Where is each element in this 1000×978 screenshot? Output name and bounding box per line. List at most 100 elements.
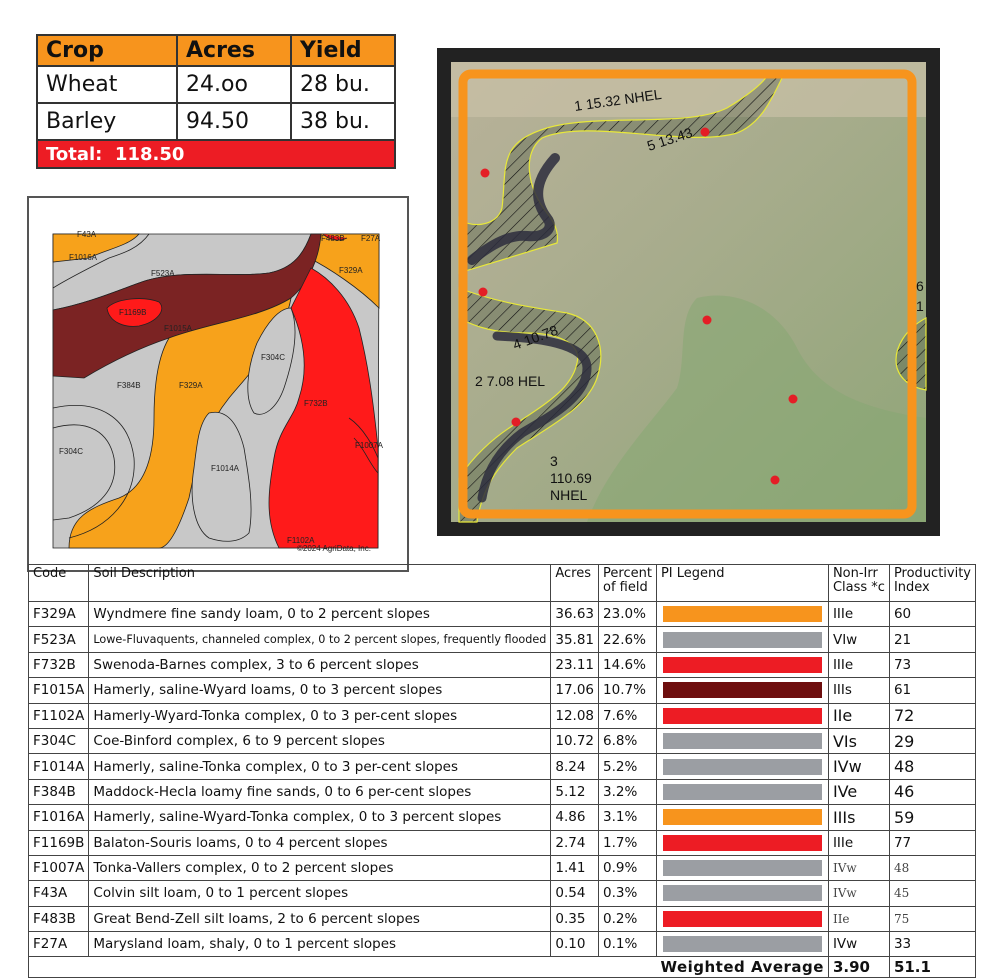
soil-acres: 10.72 — [550, 727, 600, 755]
pi-color-swatch — [662, 783, 822, 800]
map-copyright: ©2024 AgriData, Inc. — [297, 544, 371, 553]
pi-color-swatch — [662, 682, 822, 699]
soil-percent: 14.6% — [598, 651, 657, 679]
pi-color-swatch — [662, 936, 822, 953]
soil-productivity-index: 73 — [888, 651, 977, 679]
sample-point — [478, 287, 488, 297]
soil-class: IVw — [827, 880, 890, 907]
soil-row: F1169B Balaton-Souris loams, 0 to 4 perce… — [27, 829, 977, 856]
sample-point — [770, 475, 780, 485]
sample-point — [511, 417, 521, 427]
soil-percent: 0.9% — [598, 854, 657, 882]
soil-code: F732B — [27, 651, 90, 679]
soil-code: F329A — [27, 600, 90, 628]
acres-header: Acres — [550, 564, 600, 602]
soil-class: IIIs — [827, 677, 890, 704]
soil-acres: 5.12 — [550, 778, 600, 806]
soil-row: F732B Swenoda-Barnes complex, 3 to 6 perc… — [27, 651, 977, 679]
pi-color-swatch — [662, 631, 822, 648]
crop-acres: 94.50 — [176, 102, 292, 141]
soil-code: F1007A — [27, 854, 90, 882]
sample-point — [480, 168, 490, 178]
map-label: F1169B — [119, 308, 146, 317]
river — [477, 331, 592, 503]
soil-description: Swenoda-Barnes complex, 3 to 6 percent s… — [88, 651, 552, 679]
soil-acres: 0.54 — [550, 880, 600, 907]
soil-boundary — [52, 233, 150, 289]
map-label: F304C — [59, 447, 83, 456]
soil-zone-darkred — [52, 233, 322, 379]
soil-percent: 0.3% — [598, 880, 657, 907]
map-label: F732B — [304, 399, 328, 408]
pi-legend-cell — [655, 931, 829, 958]
map-label: F483B — [321, 234, 345, 243]
code-header: Code — [27, 564, 90, 602]
map-label: F1015A — [164, 324, 193, 333]
map-label: F1016A — [69, 253, 98, 262]
soil-data-table: Code Soil Description Acres Percent of fi… — [27, 564, 977, 978]
field-label: 2 7.08 HEL — [475, 373, 545, 389]
pi-legend-cell — [655, 880, 829, 907]
soil-row: F1016A Hamerly, saline-Wyard-Tonka comple… — [27, 804, 977, 831]
soil-zone-gray — [191, 411, 252, 542]
edge-label: 1 — [916, 298, 924, 314]
soil-productivity-index: 29 — [888, 727, 977, 755]
soil-code: F304C — [27, 727, 90, 755]
acres-header: Acres — [176, 34, 292, 67]
soil-description: Colvin silt loam, 0 to 1 percent slopes — [88, 880, 552, 907]
soil-description: Maddock-Hecla loamy fine sands, 0 to 6 p… — [88, 778, 552, 806]
crop-yield: 28 bu. — [290, 65, 396, 104]
pi-color-swatch — [662, 656, 822, 673]
map-label: F304C — [261, 353, 285, 362]
yield-header: Yield — [290, 34, 396, 67]
pi-legend-cell — [655, 804, 829, 831]
pi-legend-cell — [655, 753, 829, 780]
pi-legend-cell — [655, 727, 829, 755]
soil-description: Hamerly-Wyard-Tonka complex, 0 to 3 per-… — [88, 702, 552, 729]
soil-description: Hamerly, saline-Wyard-Tonka complex, 0 t… — [88, 804, 552, 831]
soil-description: Marysland loam, shaly, 0 to 1 percent sl… — [88, 931, 552, 958]
soil-row: F43A Colvin silt loam, 0 to 1 percent slo… — [27, 880, 977, 907]
crop-row: Wheat 24.oo 28 bu. — [36, 65, 396, 104]
soil-productivity-index: 77 — [888, 829, 977, 856]
soil-percent: 1.7% — [598, 829, 657, 856]
pi-color-swatch — [662, 758, 822, 775]
soil-class: IIIs — [827, 804, 890, 831]
soil-description: Tonka-Vallers complex, 0 to 2 percent sl… — [88, 854, 552, 882]
crop-header: Crop — [36, 34, 178, 67]
description-header: Soil Description — [88, 564, 552, 602]
soil-class: VIs — [827, 727, 890, 755]
pi-legend-cell — [655, 651, 829, 679]
soil-class: IIIe — [827, 600, 890, 628]
soil-zone-red — [106, 298, 163, 327]
soil-zone-red — [268, 267, 379, 549]
pi-legend-cell — [655, 600, 829, 628]
pi-legend-cell — [655, 626, 829, 653]
soil-class: VIw — [827, 626, 890, 653]
soil-percent: 0.2% — [598, 905, 657, 933]
pi-legend-cell — [655, 677, 829, 704]
soil-code: F1169B — [27, 829, 90, 856]
soil-row: F523A Lowe-Fluvaquents, channeled complex… — [27, 626, 977, 653]
soil-zone-orange — [52, 233, 140, 263]
crop-acres: 24.oo — [176, 65, 292, 104]
map-label: F329A — [179, 381, 203, 390]
crop-yield: 38 bu. — [290, 102, 396, 141]
soil-class: IIIe — [827, 829, 890, 856]
soil-class: IVw — [827, 854, 890, 882]
productivity-header: Productivity Index — [888, 564, 977, 602]
soil-acres: 35.81 — [550, 626, 600, 653]
soil-acres: 36.63 — [550, 600, 600, 628]
soil-description: Balaton-Souris loams, 0 to 4 percent slo… — [88, 829, 552, 856]
sample-point — [700, 127, 710, 137]
pi-color-swatch — [662, 834, 822, 851]
river — [467, 153, 560, 265]
soil-row: F1007A Tonka-Vallers complex, 0 to 2 perc… — [27, 854, 977, 882]
pi-color-swatch — [662, 606, 822, 623]
sample-point — [702, 315, 712, 325]
soil-percent: 23.0% — [598, 600, 657, 628]
soil-productivity-index: 48 — [888, 854, 977, 882]
crop-summary-table: Crop Acres Yield Wheat 24.oo 28 bu. Barl… — [36, 34, 396, 169]
aerial-field-map: 1 15.32 NHEL 5 13.43 4 10.78 2 7.08 HEL … — [437, 48, 940, 536]
soil-percent: 7.6% — [598, 702, 657, 729]
